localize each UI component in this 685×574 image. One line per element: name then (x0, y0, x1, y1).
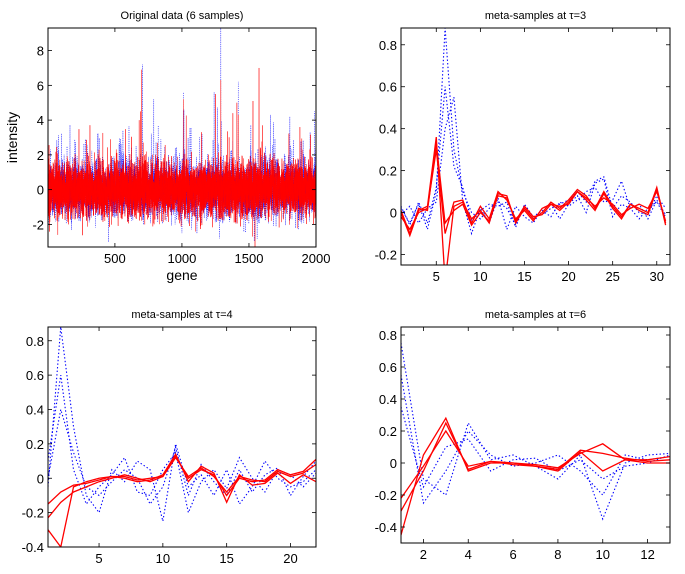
axes-frame (400, 326, 671, 544)
y-tick-label: 0.8 (379, 38, 397, 53)
y-tick-label: 0.2 (379, 164, 397, 179)
series-line-red (48, 454, 316, 519)
series-line-red (401, 149, 667, 234)
x-tick-label: 20 (561, 269, 575, 284)
x-tick-label: 5 (433, 269, 440, 284)
x-tick-label: 500 (104, 251, 126, 266)
x-tick-label: 6 (509, 547, 516, 562)
axes-frame (400, 27, 671, 266)
series-line-blue (48, 375, 316, 515)
y-axis-label: intensity (4, 112, 20, 163)
y-tick-label: 4 (37, 113, 44, 128)
y-tick-label: 6 (37, 78, 44, 93)
x-tick-label: 15 (219, 551, 233, 566)
x-tick-label: 10 (156, 551, 170, 566)
series-line-red (401, 416, 670, 536)
x-tick-label: 5 (95, 551, 102, 566)
y-tick-label: -2 (32, 217, 44, 232)
y-tick-label: -0.2 (375, 488, 397, 503)
subplot-title: Original data (6 samples) (121, 10, 244, 22)
x-tick-label: 4 (465, 547, 472, 562)
y-tick-label: 0 (37, 183, 44, 198)
y-tick-label: 0.8 (379, 328, 397, 343)
x-tick-label: 20 (283, 551, 297, 566)
y-tick-label: 0 (390, 456, 397, 471)
y-tick-label: -0.4 (375, 520, 397, 535)
series-line-red (401, 143, 667, 236)
y-tick-label: 0.6 (379, 360, 397, 375)
series-line-blue (401, 406, 670, 489)
subplot-title: meta-samples at τ=4 (131, 309, 232, 321)
series-line-blue (48, 409, 316, 506)
x-tick-label: 2000 (302, 251, 331, 266)
y-tick-label: 0 (37, 471, 44, 486)
x-tick-label: 12 (640, 547, 654, 562)
x-tick-label: 30 (650, 269, 664, 284)
subplot-3: 5 10 15 20 -0.4 -0.2 0 0.2 0.4 0.6 0.8 meta-samples… (22, 309, 317, 566)
plot-lines (48, 28, 316, 247)
subplot-4: 2 4 6 8 10 12 -0.4 -0.2 0 0.2 0.4 0.6 0.8 meta-sample… (375, 309, 671, 562)
x-tick-label: 2 (420, 547, 427, 562)
y-tick-label: 0.8 (26, 334, 44, 349)
series-line-red (48, 456, 316, 505)
x-tick-label: 10 (473, 269, 487, 284)
subplot-2: 5 10 15 20 25 30 -0.2 0 0.2 0.4 0.6 0.8 meta-samples… (375, 10, 671, 284)
y-tick-label: 0.4 (379, 392, 397, 407)
plot-lines (401, 28, 667, 265)
y-tick-label: 0.4 (26, 403, 44, 418)
y-tick-label: 8 (37, 44, 44, 59)
series-line-red (48, 131, 316, 232)
y-tick-label: 0.4 (379, 122, 397, 137)
series-line-blue (48, 327, 316, 522)
y-tick-label: 0.2 (379, 424, 397, 439)
subplot-title: meta-samples at τ=3 (485, 10, 586, 22)
plot-lines (48, 327, 316, 547)
y-tick-label: 2 (37, 148, 44, 163)
series-line-blue (401, 374, 670, 505)
x-tick-label: 1500 (235, 251, 264, 266)
plot-lines (401, 342, 670, 536)
series-line-red (401, 429, 670, 499)
x-tick-label: 1000 (167, 251, 196, 266)
y-tick-label: 0.6 (26, 368, 44, 383)
series-line-red (401, 136, 667, 265)
y-tick-label: 0.6 (379, 80, 397, 95)
x-tick-label: 15 (517, 269, 531, 284)
axes-frame (47, 326, 317, 548)
x-tick-label: 25 (605, 269, 619, 284)
series-line-red (401, 421, 670, 512)
y-tick-label: 0 (390, 206, 397, 221)
y-tick-label: 0.2 (26, 437, 44, 452)
series-line-blue (401, 342, 670, 521)
x-tick-label: 10 (596, 547, 610, 562)
y-tick-label: -0.2 (375, 248, 397, 263)
y-tick-label: -0.2 (22, 506, 44, 521)
x-tick-label: 8 (554, 547, 561, 562)
x-axis-label: gene (166, 267, 197, 283)
subplot-1: 500 1000 1500 2000 -2 0 2 4 6 8 Original data (6 s… (4, 10, 330, 283)
subplot-title: meta-samples at τ=6 (485, 309, 586, 321)
y-tick-label: -0.4 (22, 540, 44, 555)
